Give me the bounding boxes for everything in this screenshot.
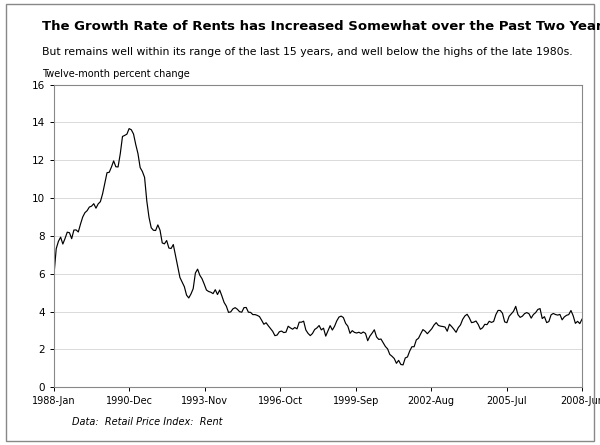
Text: Twelve-month percent change: Twelve-month percent change	[42, 69, 190, 79]
Text: But remains well within its range of the last 15 years, and well below the highs: But remains well within its range of the…	[42, 47, 572, 57]
Text: Data:  Retail Price Index:  Rent: Data: Retail Price Index: Rent	[72, 417, 223, 427]
Text: The Growth Rate of Rents has Increased Somewhat over the Past Two Years: The Growth Rate of Rents has Increased S…	[42, 20, 600, 33]
